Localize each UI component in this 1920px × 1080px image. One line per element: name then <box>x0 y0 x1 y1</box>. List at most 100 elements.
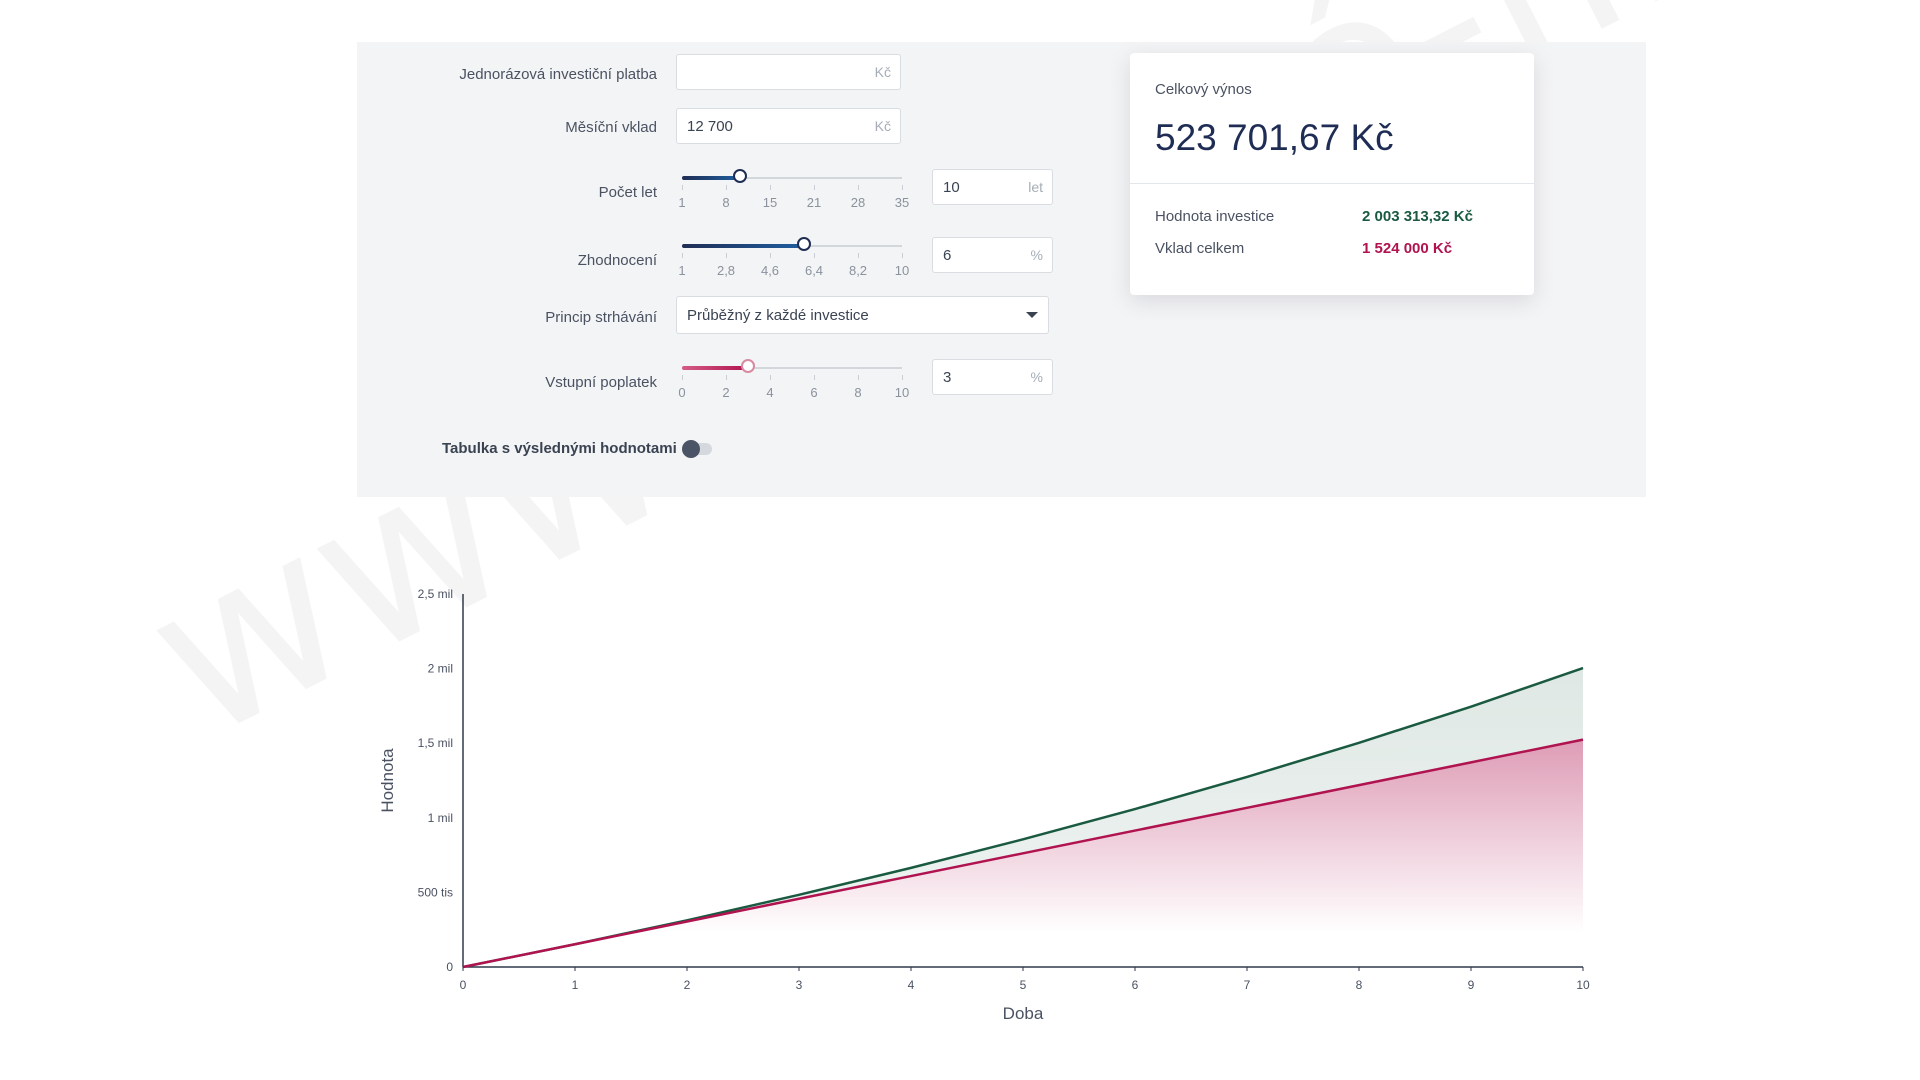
table-toggle[interactable] <box>682 440 712 458</box>
entry-fee-slider[interactable]: 0 2 4 6 8 10 <box>678 359 909 401</box>
x-axis-label: Doba <box>1003 1004 1044 1023</box>
deposit-total-label: Vklad celkem <box>1155 240 1245 257</box>
summary-divider <box>1130 183 1534 184</box>
y-axis-label: Hodnota <box>378 748 397 813</box>
y-tick-label: 500 tis <box>418 885 453 899</box>
appreciation-slider[interactable]: 1 2,8 4,6 6,4 8,2 10 <box>678 237 909 279</box>
entry_fee-slider-tick-label: 0 <box>678 385 686 400</box>
years-value: 10 <box>943 179 960 196</box>
x-tick-label: 6 <box>1132 978 1139 992</box>
appreciation-slider-tick-label: 8,2 <box>848 263 868 278</box>
entry_fee-slider-tick-label: 8 <box>854 385 862 400</box>
x-tick-label: 10 <box>1576 978 1590 992</box>
entry_fee-slider-tick-label: 4 <box>766 385 774 400</box>
deduction-label: Princip strhávání <box>545 309 657 326</box>
summary-card: Celkový výnos 523 701,67 Kč Hodnota inve… <box>1130 53 1534 295</box>
entry_fee-slider-tick <box>726 375 727 380</box>
appreciation-slider-tick-label: 1 <box>678 263 686 278</box>
summary-total: 523 701,67 Kč <box>1155 117 1394 158</box>
appreciation-slider-tick <box>726 253 727 258</box>
monthly-value: 12 700 <box>687 118 733 135</box>
monthly-input[interactable]: 12 700 Kč <box>676 108 901 144</box>
deduction-select[interactable]: Průběžný z každé investice <box>676 296 1049 334</box>
appreciation-slider-tick <box>814 253 815 258</box>
years-slider-tick <box>858 185 859 190</box>
entry_fee-slider-thumb[interactable] <box>741 359 755 373</box>
toggle-knob <box>682 440 700 458</box>
years-slider[interactable]: 1 8 15 21 28 35 <box>678 169 909 211</box>
monthly-unit: Kč <box>874 118 891 134</box>
entry_fee-slider-tick <box>682 375 683 380</box>
entry-fee-value: 3 <box>943 369 952 386</box>
y-tick-label: 1 mil <box>428 811 453 825</box>
years-slider-tick-label: 8 <box>722 195 730 210</box>
years-slider-tick-label: 21 <box>806 195 822 210</box>
y-tick-label: 2 mil <box>428 662 453 676</box>
years-unit: let <box>1028 179 1043 195</box>
appreciation-unit: % <box>1030 247 1043 263</box>
x-tick-label: 0 <box>460 978 467 992</box>
entry_fee-slider-tick-label: 2 <box>722 385 730 400</box>
appreciation-label: Zhodnocení <box>577 252 657 269</box>
x-tick-label: 2 <box>684 978 691 992</box>
entry_fee-slider-fill <box>682 366 748 370</box>
lump-sum-input[interactable]: Kč <box>676 54 901 90</box>
entry-fee-unit: % <box>1030 369 1043 385</box>
years-slider-track[interactable] <box>682 177 902 179</box>
appreciation-slider-fill <box>682 244 805 248</box>
appreciation-slider-tick-label: 10 <box>894 263 910 278</box>
x-tick-label: 5 <box>1020 978 1027 992</box>
entry_fee-slider-track[interactable] <box>682 367 902 369</box>
years-label: Počet let <box>598 184 657 201</box>
years-slider-thumb[interactable] <box>733 169 748 183</box>
appreciation-input[interactable]: 6 % <box>932 237 1053 273</box>
x-tick-label: 1 <box>572 978 579 992</box>
years-slider-fill <box>682 176 741 180</box>
years-slider-tick <box>770 185 771 190</box>
years-slider-tick <box>902 185 903 190</box>
years-input[interactable]: 10 let <box>932 169 1053 205</box>
years-slider-tick <box>814 185 815 190</box>
entry_fee-slider-tick <box>770 375 771 380</box>
entry-fee-input[interactable]: 3 % <box>932 359 1053 395</box>
x-tick-label: 8 <box>1356 978 1363 992</box>
entry-fee-label: Vstupní poplatek <box>545 374 657 391</box>
investment-value: 2 003 313,32 Kč <box>1362 208 1473 225</box>
appreciation-slider-tick <box>858 253 859 258</box>
years-slider-tick-label: 1 <box>678 195 686 210</box>
deduction-value: Průběžný z každé investice <box>687 307 869 324</box>
y-tick-label: 1,5 mil <box>418 736 453 750</box>
table-toggle-label: Tabulka s výslednými hodnotami <box>442 440 677 457</box>
entry_fee-slider-tick <box>858 375 859 380</box>
appreciation-slider-thumb[interactable] <box>797 237 812 251</box>
lump-sum-unit: Kč <box>874 64 891 80</box>
x-tick-label: 3 <box>796 978 803 992</box>
appreciation-slider-tick-label: 6,4 <box>804 263 824 278</box>
years-slider-tick-label: 15 <box>762 195 778 210</box>
chevron-down-icon <box>1026 312 1038 318</box>
years-slider-tick <box>726 185 727 190</box>
entry_fee-slider-tick <box>814 375 815 380</box>
x-tick-label: 4 <box>908 978 915 992</box>
lump-sum-label: Jednorázová investiční platba <box>459 66 657 83</box>
entry_fee-slider-tick <box>902 375 903 380</box>
appreciation-slider-tick <box>682 253 683 258</box>
appreciation-slider-tick-label: 2,8 <box>716 263 736 278</box>
entry_fee-slider-tick-label: 10 <box>894 385 910 400</box>
years-slider-tick-label: 35 <box>894 195 910 210</box>
deposit-total-line <box>462 738 1584 969</box>
y-tick-label: 0 <box>446 960 453 974</box>
x-tick-label: 9 <box>1468 978 1475 992</box>
monthly-label: Měsíční vklad <box>565 119 657 136</box>
deposit-total: 1 524 000 Kč <box>1362 240 1453 257</box>
y-tick-label: 2,5 mil <box>418 587 453 601</box>
years-slider-tick-label: 28 <box>850 195 866 210</box>
appreciation-value: 6 <box>943 247 952 264</box>
appreciation-slider-tick <box>770 253 771 258</box>
summary-title: Celkový výnos <box>1155 81 1252 98</box>
entry_fee-slider-tick-label: 6 <box>810 385 818 400</box>
appreciation-slider-tick <box>902 253 903 258</box>
investment-value-label: Hodnota investice <box>1155 208 1275 225</box>
x-tick-label: 7 <box>1244 978 1251 992</box>
